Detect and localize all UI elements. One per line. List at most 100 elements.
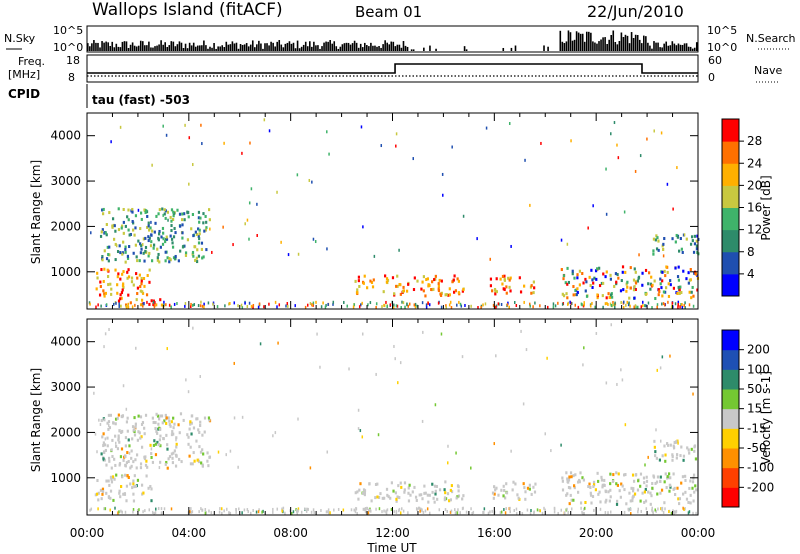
power-echo-cell (634, 287, 637, 291)
power-echo-cell (440, 279, 443, 283)
velocity-echo-cell (664, 459, 667, 463)
velocity-noise-cell (651, 509, 654, 513)
power-echo-cell (633, 267, 636, 271)
power-noise-cell (274, 300, 277, 304)
velocity-echo-cell (647, 490, 650, 494)
velocity-echo-cell (198, 445, 201, 449)
velocity-echo-cell (408, 483, 411, 487)
power-echo-cell (156, 256, 159, 260)
velocity-echo-cell (207, 416, 211, 420)
power-echo-cell (677, 285, 680, 289)
power-noise-cell (369, 301, 372, 305)
power-speck-cell (188, 136, 191, 140)
nsky-bar (154, 46, 156, 51)
power-echo-cell (676, 235, 679, 239)
velocity-speck-cell (620, 368, 622, 372)
velocity-speck-cell (656, 368, 659, 372)
velocity-noise-cell (378, 507, 381, 511)
power-noise-cell (115, 301, 117, 305)
power-echo-cell (565, 292, 568, 296)
power-echo-cell (119, 277, 122, 281)
velocity-echo-cell (530, 492, 533, 496)
power-noise-cell (325, 303, 327, 307)
velocity-echo-cell (576, 480, 580, 484)
nsky-bar (270, 41, 272, 51)
power-noise-cell (207, 301, 210, 305)
power-echo-cell (431, 280, 434, 284)
velocity-echo-cell (601, 485, 604, 489)
power-echo-cell (457, 291, 460, 295)
power-noise-cell (508, 305, 510, 309)
velocity-echo-cell (133, 416, 136, 420)
velocity-echo-cell (692, 473, 696, 477)
velocity-echo-cell (140, 483, 144, 487)
power-noise-cell (163, 300, 165, 304)
power-speck-cell (201, 142, 203, 146)
power-echo-cell (191, 250, 195, 254)
power-noise-cell (276, 305, 278, 309)
velocity-echo-cell (139, 436, 142, 440)
power-speck-cell (188, 182, 190, 186)
power-echo-cell (111, 217, 115, 221)
nsky-bar (225, 41, 228, 51)
velocity-noise-cell (418, 506, 421, 510)
nsky-bar (194, 46, 197, 51)
power-noise-cell (629, 304, 631, 308)
velocity-speck-cell (128, 451, 131, 455)
velocity-echo-cell (533, 490, 537, 494)
velocity-echo-cell (573, 484, 576, 488)
power-echo-cell (202, 255, 205, 259)
nsky-bar (233, 43, 236, 51)
nsky-bar (602, 37, 604, 51)
power-echo-cell (370, 281, 374, 285)
nsky-bar (640, 43, 643, 51)
power-echo-cell (523, 284, 526, 288)
velocity-echo-cell (175, 445, 178, 449)
velocity-speck-cell (233, 361, 236, 365)
power-noise-cell (118, 304, 120, 308)
velocity-echo-cell (566, 492, 569, 496)
nsky-bar (579, 33, 582, 51)
power-speck-cell (250, 187, 253, 191)
velocity-echo-cell (165, 416, 168, 420)
power-echo-cell (173, 226, 176, 230)
velocity-echo-cell (166, 443, 169, 447)
power-echo-cell (110, 287, 113, 291)
power-speck-cell (165, 133, 168, 137)
power-echo-cell (422, 275, 425, 279)
velocity-noise-cell (191, 510, 194, 514)
power-echo-cell (509, 289, 512, 293)
power-echo-cell (139, 303, 143, 307)
power-echo-cell (143, 284, 146, 288)
power-echo-cell (685, 237, 688, 241)
power-echo-cell (139, 251, 142, 255)
power-echo-cell (140, 247, 143, 251)
power-echo-cell (128, 245, 131, 249)
nsky-bar (131, 42, 134, 51)
velocity-noise-cell (509, 506, 511, 510)
power-echo-cell (678, 291, 681, 295)
power-speck-cell (311, 180, 313, 184)
nsky-bar (327, 41, 329, 51)
velocity-echo-cell (141, 420, 145, 424)
velocity-colorbar-tick-label: -200 (747, 480, 774, 494)
velocity-echo-cell (113, 477, 116, 481)
velocity-noise-cell (421, 508, 423, 512)
power-echo-cell (161, 226, 165, 230)
power-noise-cell (581, 303, 583, 307)
velocity-speck-cell (461, 355, 464, 359)
power-echo-cell (186, 238, 190, 242)
velocity-echo-cell (117, 413, 120, 417)
velocity-speck-cell (393, 344, 395, 348)
velocity-echo-cell (117, 436, 120, 440)
velocity-echo-cell (643, 490, 646, 494)
power-noise-cell (552, 305, 555, 309)
velocity-echo-cell (159, 414, 162, 418)
velocity-echo-cell (102, 457, 105, 461)
velocity-noise-cell (395, 509, 398, 513)
power-echo-cell (420, 287, 423, 291)
nsky-bar (119, 47, 122, 51)
power-speck-cell (683, 233, 686, 237)
nsky-bar (614, 42, 617, 51)
nsky-bar (306, 46, 309, 51)
